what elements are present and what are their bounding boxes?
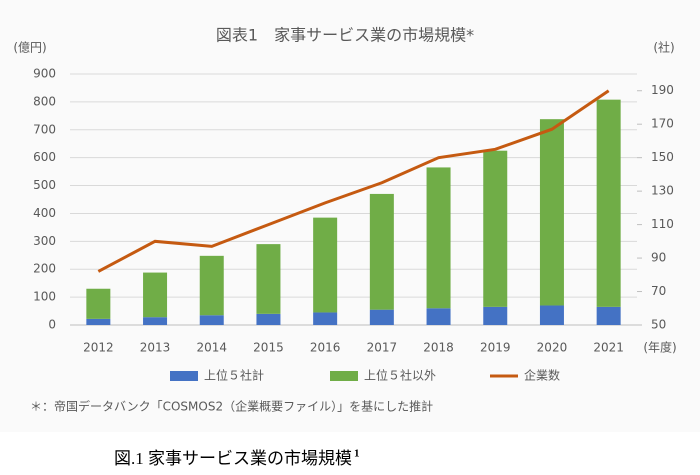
x-tick-label: 2013 (140, 341, 171, 355)
y2-tick-label: 110 (651, 217, 674, 231)
footnote: ＊：帝国データバンク「COSMOS2（企業概要ファイル）」を基にした推計 (30, 399, 433, 414)
y2-tick-label: 90 (651, 251, 666, 265)
line (97, 89, 610, 273)
y-tick-label: 600 (33, 150, 56, 164)
x-tick-label: 2018 (423, 341, 454, 355)
bar (86, 288, 111, 319)
x-tick-label: 2015 (253, 341, 284, 355)
bar (596, 306, 621, 325)
legend-swatch (330, 371, 358, 381)
bar (369, 193, 394, 310)
bar (483, 150, 508, 307)
x-axis-label: (年度) (643, 340, 676, 355)
y2-axis-label: (社) (653, 40, 674, 55)
y-tick-label: 400 (33, 206, 56, 220)
bar (539, 305, 564, 325)
legend-swatch (170, 371, 198, 381)
y2-tick-label: 170 (651, 117, 674, 131)
legend-label: 上位５社計 (204, 368, 264, 383)
y2-tick-label: 150 (651, 150, 674, 164)
bar (199, 255, 224, 316)
bar (483, 306, 508, 325)
bar (256, 244, 281, 314)
y-tick-label: 0 (48, 318, 56, 332)
y-tick-label: 500 (33, 178, 56, 192)
bar (426, 167, 451, 309)
bar (426, 308, 451, 325)
chart-title: 図表1 家事サービス業の市場規模* (216, 26, 474, 45)
legend-label: 上位５社以外 (364, 368, 436, 383)
y-tick-label: 200 (33, 262, 56, 276)
x-tick-label: 2021 (593, 341, 624, 355)
bar (596, 99, 621, 307)
caption-note: 1 (354, 448, 360, 460)
y-tick-label: 100 (33, 290, 56, 304)
x-tick-label: 2014 (196, 341, 227, 355)
bar (369, 309, 394, 325)
x-tick-label: 2019 (480, 341, 511, 355)
x-tick-label: 2017 (367, 341, 398, 355)
y2-tick-label: 190 (651, 83, 674, 97)
bar (539, 119, 564, 306)
bar (313, 312, 338, 325)
legend-label: 企業数 (524, 368, 560, 383)
y2-tick-label: 130 (651, 184, 674, 198)
bar (199, 315, 224, 325)
bar (86, 318, 111, 325)
y-tick-label: 300 (33, 234, 56, 248)
y-tick-label: 700 (33, 122, 56, 136)
chart-background (0, 0, 700, 432)
bar (143, 317, 168, 325)
x-tick-label: 2016 (310, 341, 341, 355)
caption: 図.1 家事サービス業の市場規模 (114, 449, 352, 468)
x-tick-label: 2020 (537, 341, 568, 355)
y-tick-label: 900 (33, 67, 56, 81)
y2-tick-label: 50 (651, 318, 666, 332)
bar (256, 313, 281, 325)
y-axis-label: (億円) (13, 41, 46, 55)
y2-tick-label: 70 (651, 284, 666, 298)
bar (313, 217, 338, 313)
bar (143, 272, 168, 318)
y-tick-label: 800 (33, 94, 56, 108)
x-tick-label: 2012 (83, 341, 114, 355)
